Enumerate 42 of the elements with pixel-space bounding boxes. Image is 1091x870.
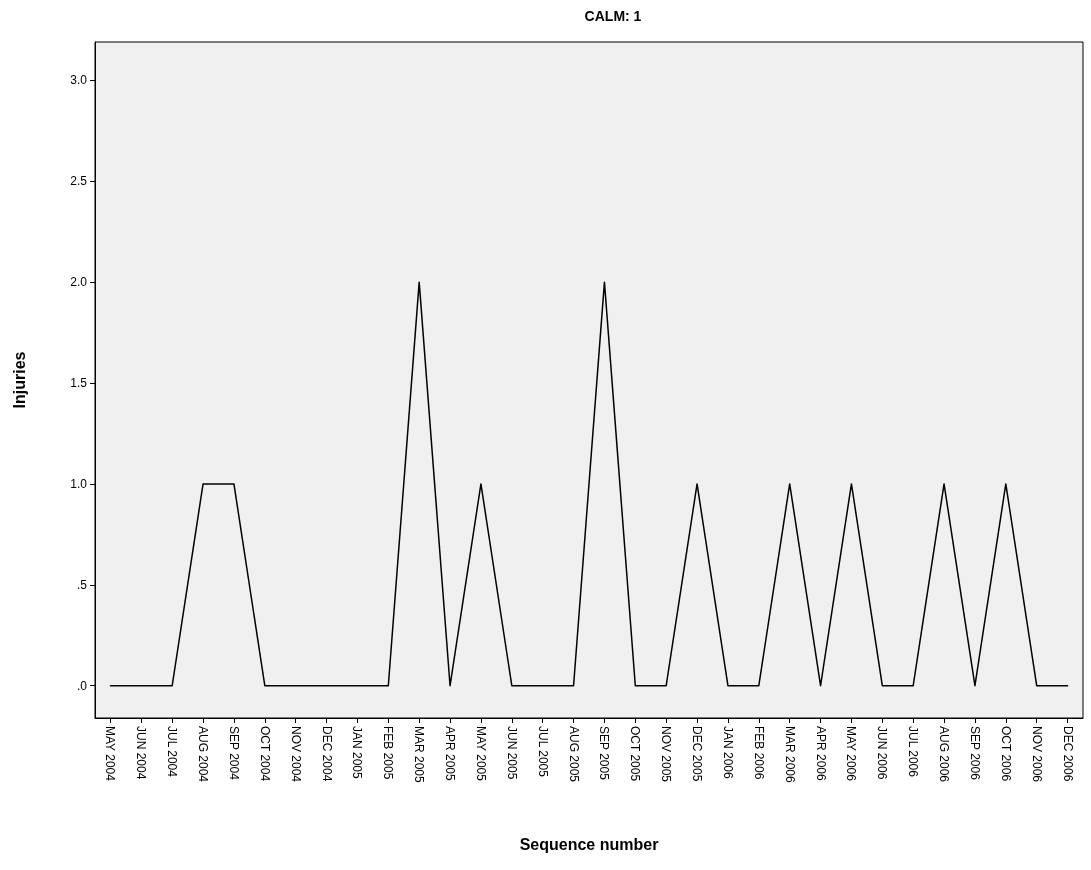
- x-tick-label: MAY 2004: [103, 726, 118, 782]
- x-tick-label: SEP 2006: [967, 726, 982, 781]
- x-tick-label: JUN 2004: [134, 726, 149, 780]
- x-tick-label: NOV 2004: [288, 726, 303, 783]
- x-tick-label: AUG 2006: [937, 726, 952, 783]
- x-tick-label: FEB 2005: [381, 726, 396, 780]
- y-tick-label: .5: [76, 577, 88, 592]
- x-tick-label: DEC 2006: [1060, 726, 1075, 782]
- x-tick-label: JUL 2006: [906, 726, 921, 778]
- y-tick-label: 1.5: [70, 376, 88, 391]
- x-tick-label: OCT 2006: [998, 726, 1013, 782]
- x-tick-label: MAY 2005: [473, 726, 488, 782]
- x-tick-label: DEC 2005: [690, 726, 705, 782]
- y-axis-title: Injuries: [10, 351, 28, 409]
- x-tick-label: SEP 2005: [597, 726, 612, 781]
- x-axis-title: Sequence number: [519, 835, 659, 853]
- x-tick-label: JUN 2005: [504, 726, 519, 780]
- x-tick-label: JAN 2006: [720, 726, 735, 780]
- y-tick-label: .0: [76, 678, 88, 693]
- x-tick-label: NOV 2005: [659, 726, 674, 783]
- x-tick-label: SEP 2004: [226, 726, 241, 781]
- x-tick-label: MAR 2006: [782, 726, 797, 784]
- y-tick-label: 2.5: [70, 174, 88, 189]
- x-tick-label: OCT 2005: [628, 726, 643, 782]
- x-tick-label: JUL 2005: [535, 726, 550, 778]
- x-tick-label: APR 2005: [443, 726, 458, 782]
- x-tick-label: OCT 2004: [257, 726, 272, 782]
- x-tick-label: AUG 2005: [566, 726, 581, 783]
- x-tick-label: AUG 2004: [196, 726, 211, 783]
- x-tick-label: FEB 2006: [751, 726, 766, 780]
- x-tick-label: DEC 2004: [319, 726, 334, 782]
- x-tick-label: JAN 2005: [350, 726, 365, 780]
- chart-title: CALM: 1: [584, 8, 642, 24]
- y-tick-label: 3.0: [70, 73, 88, 88]
- x-tick-label: APR 2006: [813, 726, 828, 782]
- y-tick-label: 2.0: [70, 275, 88, 290]
- x-tick-label: JUN 2006: [875, 726, 890, 780]
- x-tick-label: MAY 2006: [844, 726, 859, 782]
- x-tick-label: MAR 2005: [412, 726, 427, 784]
- y-tick-label: 1.0: [70, 476, 88, 491]
- x-tick-label: JUL 2004: [165, 726, 180, 778]
- x-tick-label: NOV 2006: [1029, 726, 1044, 783]
